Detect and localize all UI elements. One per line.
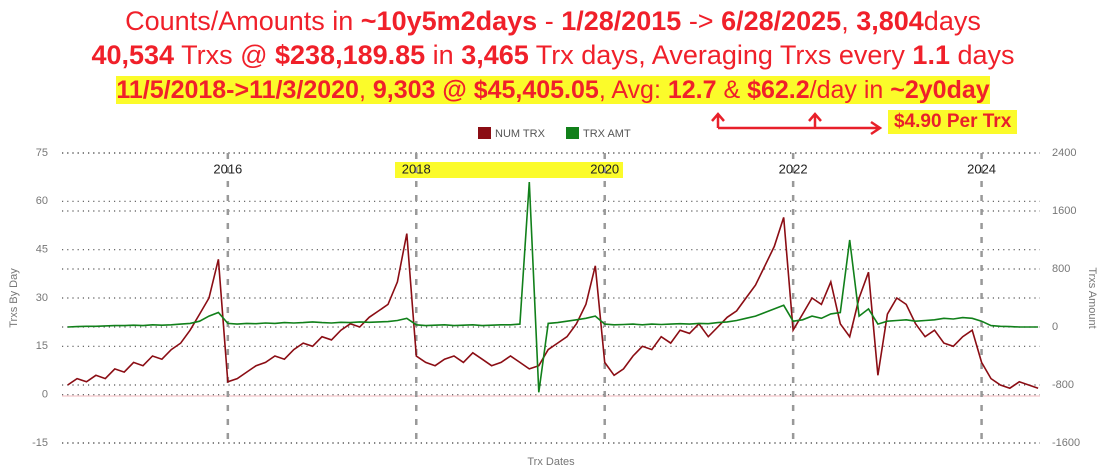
title-segment: - [537, 6, 562, 36]
title-segment: , [841, 6, 857, 36]
arrow-up [808, 112, 822, 128]
y2-tick-label: -1600 [1052, 437, 1080, 449]
y-tick-label: 15 [36, 340, 48, 352]
legend-swatch [478, 127, 491, 139]
title-segment: 6/28/2025 [721, 6, 842, 36]
title-segment: ~10y5m2days [360, 6, 538, 36]
y2-axis-label: Trxs Amount [1086, 267, 1098, 328]
title-segment: days [923, 6, 981, 36]
title-segment: 12.7 [667, 76, 717, 104]
y2-tick-label: 0 [1052, 321, 1058, 333]
legend-swatch [566, 127, 579, 139]
y-tick-label: 75 [36, 147, 48, 159]
title-segment: , [358, 76, 373, 104]
x-tick-label: 2024 [967, 161, 996, 176]
x-tick-label: 2016 [213, 161, 242, 176]
y2-tick-label: 2400 [1052, 147, 1076, 159]
title-segment: 3,465 [461, 40, 529, 70]
x-tick-label: 2022 [779, 161, 808, 176]
series-line [67, 181, 1039, 393]
title-segment: & [716, 76, 748, 104]
title-line: Counts/Amounts in ~10y5m2days - 1/28/201… [0, 6, 1106, 37]
title-segment: Counts/Amounts in [125, 6, 361, 36]
arrow-up [711, 112, 725, 128]
title-segment: 40,534 [91, 40, 175, 70]
title-segment: ~2y0day [890, 76, 990, 104]
y-tick-label: 30 [36, 292, 48, 304]
highlight-band [395, 162, 623, 178]
highlight: 11/5/2018->11/3/2020, 9,303 @ $45,405.05… [116, 76, 990, 104]
title-segment: $238,189.85 [275, 40, 426, 70]
x-tick-label: 2018 [402, 161, 431, 176]
title-segment: 1.1 [912, 40, 950, 70]
title-segment: 1/28/2015 [561, 6, 682, 36]
series-line [67, 217, 1039, 390]
title-segment: Trxs @ [174, 40, 275, 70]
title-segment: days [949, 40, 1015, 70]
x-axis-label: Trx Dates [527, 456, 575, 468]
y-tick-label: 0 [42, 389, 48, 401]
title-segment: /day in [809, 76, 891, 104]
title-segment: , Avg: [598, 76, 668, 104]
title-segment: $62.2 [747, 76, 810, 104]
x-tick-label: 2020 [590, 161, 619, 176]
title-segment: 9,303 @ $45,405.05 [372, 76, 599, 104]
title-line: 11/5/2018->11/3/2020, 9,303 @ $45,405.05… [0, 76, 1106, 105]
annotation: $4.90 Per Trx [888, 110, 1018, 134]
title-line: 40,534 Trxs @ $238,189.85 in 3,465 Trx d… [0, 40, 1106, 71]
y-tick-label: 60 [36, 195, 48, 207]
annotation-arrows [711, 112, 883, 136]
title-segment: in [425, 40, 462, 70]
title-segment: 11/5/2018->11/3/2020 [116, 76, 359, 104]
y-tick-label: -15 [32, 437, 48, 449]
title-segment: Trx days, Averaging Trxs every [528, 40, 913, 70]
arrow-right [718, 120, 883, 136]
legend-label: NUM TRX [495, 128, 546, 140]
y2-tick-label: -800 [1052, 379, 1074, 391]
y2-tick-label: 800 [1052, 263, 1070, 275]
y2-tick-label: 1600 [1052, 205, 1076, 217]
y-tick-label: 45 [36, 244, 48, 256]
legend-label: TRX AMT [583, 128, 631, 140]
y-axis-label: Trxs By Day [8, 268, 20, 328]
title-segment: -> [681, 6, 722, 36]
title-segment: 3,804 [856, 6, 924, 36]
